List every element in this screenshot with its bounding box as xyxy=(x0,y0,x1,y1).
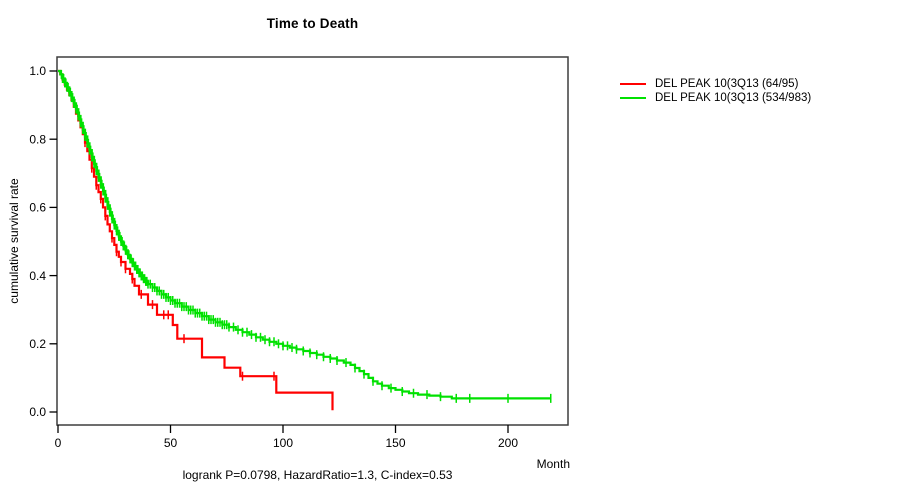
x-tick-label: 50 xyxy=(164,436,178,450)
legend-line-green xyxy=(620,96,646,100)
y-tick-label: 0.4 xyxy=(29,269,46,283)
legend-label: DEL PEAK 10(3Q13 (64/95) xyxy=(655,78,799,90)
survival-curve-series-0 xyxy=(58,69,334,411)
chart-title: Time to Death xyxy=(266,16,359,31)
y-tick-label: 1.0 xyxy=(29,64,46,78)
legend-label: DEL PEAK 10(3Q13 (534/983) xyxy=(655,92,812,104)
x-tick-label: 100 xyxy=(273,436,293,450)
survival-curve-series-1 xyxy=(58,69,551,400)
legend-item: DEL PEAK 10(3Q13 (534/983) xyxy=(620,91,811,105)
x-tick-label: 200 xyxy=(498,436,518,450)
legend-item: DEL PEAK 10(3Q13 (64/95) xyxy=(620,77,811,91)
x-axis-title: Month xyxy=(536,457,570,471)
y-tick-label: 0.2 xyxy=(29,337,46,351)
legend-line-red xyxy=(620,82,646,86)
legend: DEL PEAK 10(3Q13 (64/95) DEL PEAK 10(3Q1… xyxy=(620,77,811,105)
plot-box xyxy=(56,56,569,426)
x-tick-label: 0 xyxy=(55,436,62,450)
stats-annotation: logrank P=0.0798, HazardRatio=1.3, C-ind… xyxy=(182,468,453,482)
x-tick-label: 150 xyxy=(385,436,405,450)
y-tick-label: 0.6 xyxy=(29,201,46,215)
y-tick-label: 0.0 xyxy=(29,405,46,419)
y-tick-label: 0.8 xyxy=(29,132,46,146)
